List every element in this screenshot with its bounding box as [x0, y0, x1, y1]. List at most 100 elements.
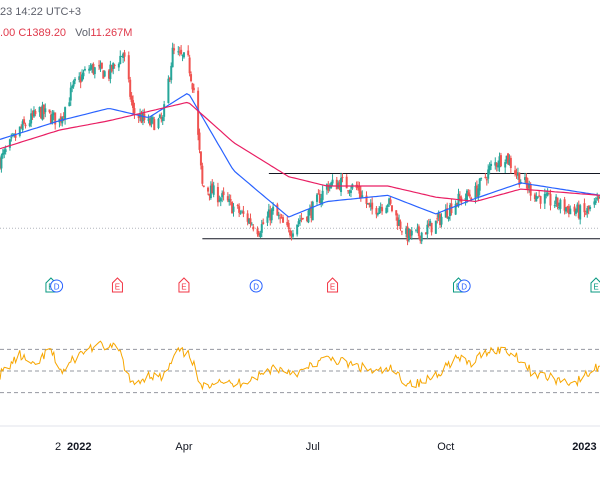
candle-body	[110, 65, 113, 72]
candle-body	[8, 139, 11, 148]
earnings-marker[interactable]: E	[590, 277, 600, 293]
candle-body	[378, 208, 381, 214]
candle-body	[335, 179, 338, 190]
candle-body	[556, 197, 559, 207]
candle-body	[249, 218, 252, 224]
header-ohlc: .00 C1389.20	[0, 27, 67, 39]
candle-body	[340, 177, 343, 193]
candle-body	[405, 228, 408, 234]
candle-body	[3, 149, 6, 155]
candle-body	[395, 210, 398, 216]
event-label: E	[593, 283, 598, 292]
candle-body	[386, 204, 389, 207]
candle-body	[381, 207, 384, 212]
candle-body	[59, 116, 62, 122]
candle-body	[478, 178, 481, 191]
candle-body	[81, 74, 84, 81]
candle-body	[190, 74, 193, 82]
candle-body	[559, 199, 562, 209]
candle-body	[187, 50, 190, 56]
candle-body	[259, 233, 262, 237]
x-tick-label: Apr	[175, 441, 192, 453]
candle-body	[181, 55, 184, 57]
candle-body	[310, 206, 313, 219]
candle-body	[587, 205, 590, 210]
candle-body	[516, 172, 519, 176]
candle-body	[68, 102, 71, 107]
candle-body	[228, 198, 231, 203]
candle-body	[240, 211, 243, 213]
candle-body	[553, 205, 556, 207]
candle-body	[526, 183, 529, 190]
candle-body	[52, 112, 55, 116]
candle-body	[44, 108, 47, 113]
candle-body	[566, 206, 569, 209]
dividend-marker[interactable]: D	[50, 279, 64, 293]
candle-body	[160, 117, 163, 120]
candle-body	[191, 83, 194, 90]
candle-body	[208, 193, 211, 196]
candle-body	[147, 118, 150, 122]
candle-body	[199, 151, 202, 166]
candle-body	[158, 114, 161, 118]
candle-body	[177, 51, 180, 53]
candle-body	[497, 165, 500, 168]
candle-body	[594, 200, 597, 203]
candle-body	[266, 216, 269, 223]
candle-body	[239, 213, 242, 215]
candle-body	[358, 185, 361, 194]
earnings-badge-shape	[111, 277, 123, 293]
candle-body	[209, 185, 212, 199]
candle-body	[480, 178, 483, 180]
candle-body	[69, 87, 72, 101]
candle-body	[238, 206, 241, 213]
candle-body	[528, 184, 531, 188]
candle-body	[161, 117, 164, 122]
candle-body	[545, 194, 548, 196]
earnings-marker[interactable]: E	[178, 277, 190, 293]
candle-body	[465, 190, 468, 201]
earnings-marker[interactable]: E	[111, 277, 123, 293]
candle-body	[18, 126, 21, 136]
candle-body	[100, 62, 103, 69]
earnings-marker[interactable]: E	[327, 277, 339, 293]
candle-body	[232, 206, 235, 212]
candle-body	[347, 190, 350, 192]
dividend-badge-shape	[457, 279, 471, 293]
candle-body	[287, 223, 290, 229]
candle-body	[89, 67, 92, 69]
candle-body	[417, 226, 420, 236]
candle-body	[34, 110, 37, 115]
candle-body	[504, 162, 507, 168]
candle-body	[279, 217, 282, 219]
candle-body	[218, 200, 221, 202]
candle-body	[267, 209, 270, 218]
candle-body	[348, 191, 351, 193]
candle-body	[201, 165, 204, 184]
candle-body	[216, 187, 219, 203]
candle-body	[369, 204, 372, 207]
x-tick-label: 2022	[67, 441, 91, 453]
candle-body	[296, 224, 299, 235]
dividend-marker[interactable]: D	[249, 279, 263, 293]
candle-body	[444, 209, 447, 218]
candle-body	[321, 190, 324, 200]
candle-body	[440, 216, 443, 225]
dividend-marker[interactable]: D	[457, 279, 471, 293]
candle-body	[150, 117, 153, 124]
candle-body	[141, 113, 144, 122]
candle-body	[467, 192, 470, 195]
candle-body	[212, 185, 215, 195]
candle-body	[487, 169, 490, 179]
candle-body	[79, 77, 82, 83]
candle-body	[180, 49, 183, 55]
candle-body	[415, 229, 418, 231]
candle-body	[0, 155, 3, 169]
fast-ma-line	[0, 93, 600, 218]
candle-body	[88, 68, 91, 71]
candle-body	[437, 213, 440, 218]
candle-body	[509, 157, 512, 168]
event-label: D	[461, 283, 467, 292]
candle-body	[291, 233, 294, 237]
